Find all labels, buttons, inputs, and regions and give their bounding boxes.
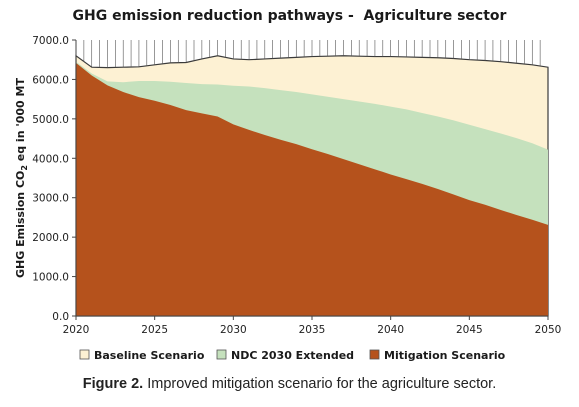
area-series-group bbox=[75, 54, 549, 317]
legend-label-baseline-scenario: Baseline Scenario bbox=[94, 349, 205, 362]
x-tick-label: 2045 bbox=[456, 324, 483, 336]
y-axis-title-subscript: 2 bbox=[20, 165, 29, 171]
y-tick-label: 0.0 bbox=[52, 311, 69, 323]
legend-swatch-baseline-scenario bbox=[79, 349, 90, 360]
x-tick-label: 2035 bbox=[299, 324, 326, 336]
y-axis-title-part: GHG Emission CO bbox=[14, 171, 27, 278]
legend-swatch-ndc-2030-extended bbox=[216, 349, 227, 360]
y-tick-label: 3000.0 bbox=[32, 193, 69, 205]
y-axis-title: GHG Emission CO2 eq in '000 MT bbox=[14, 78, 29, 278]
legend-label-mitigation-scenario: Mitigation Scenario bbox=[384, 349, 506, 362]
y-tick-label: 2000.0 bbox=[32, 232, 69, 244]
x-tick-label: 2020 bbox=[63, 324, 90, 336]
area-mitigation-scenario bbox=[76, 62, 548, 317]
legend: Baseline Scenario NDC 2030 Extended Mitiga… bbox=[79, 349, 506, 362]
y-tick-label: 5000.0 bbox=[32, 114, 69, 126]
x-tick-labels: 2020 2025 2030 2035 2040 2045 2050 bbox=[63, 324, 562, 336]
y-axis-label: GHG Emission CO2 eq in '000 MT bbox=[14, 78, 29, 278]
figure-caption: Figure 2. Improved mitigation scenario f… bbox=[0, 376, 579, 392]
axes bbox=[72, 39, 549, 320]
legend-swatch-mitigation-scenario bbox=[369, 349, 380, 360]
y-tick-label: 4000.0 bbox=[32, 153, 69, 165]
x-tick-label: 2050 bbox=[535, 324, 562, 336]
chart-title: GHG emission reduction pathways - Agricu… bbox=[72, 8, 507, 24]
figure-caption-text: Improved mitigation scenario for the agr… bbox=[143, 376, 497, 392]
baseline-hatching bbox=[83, 40, 541, 68]
y-tick-labels: 0.0 1000.0 2000.0 3000.0 4000.0 5000.0 6000.0 7… bbox=[32, 35, 69, 323]
y-tick-label: 6000.0 bbox=[32, 74, 69, 86]
y-axis-title-part: eq in '000 MT bbox=[14, 78, 27, 166]
x-tick-label: 2040 bbox=[377, 324, 404, 336]
x-tick-label: 2030 bbox=[220, 324, 247, 336]
chart-plot-area: GHG Emission CO2 eq in '000 MT 0.0 1000.0… bbox=[14, 35, 562, 362]
y-tick-label: 7000.0 bbox=[32, 35, 69, 47]
y-tick-label: 1000.0 bbox=[32, 272, 69, 284]
figure-caption-label: Figure 2. bbox=[82, 376, 144, 392]
legend-label-ndc-2030-extended: NDC 2030 Extended bbox=[231, 349, 354, 362]
x-tick-label: 2025 bbox=[141, 324, 168, 336]
